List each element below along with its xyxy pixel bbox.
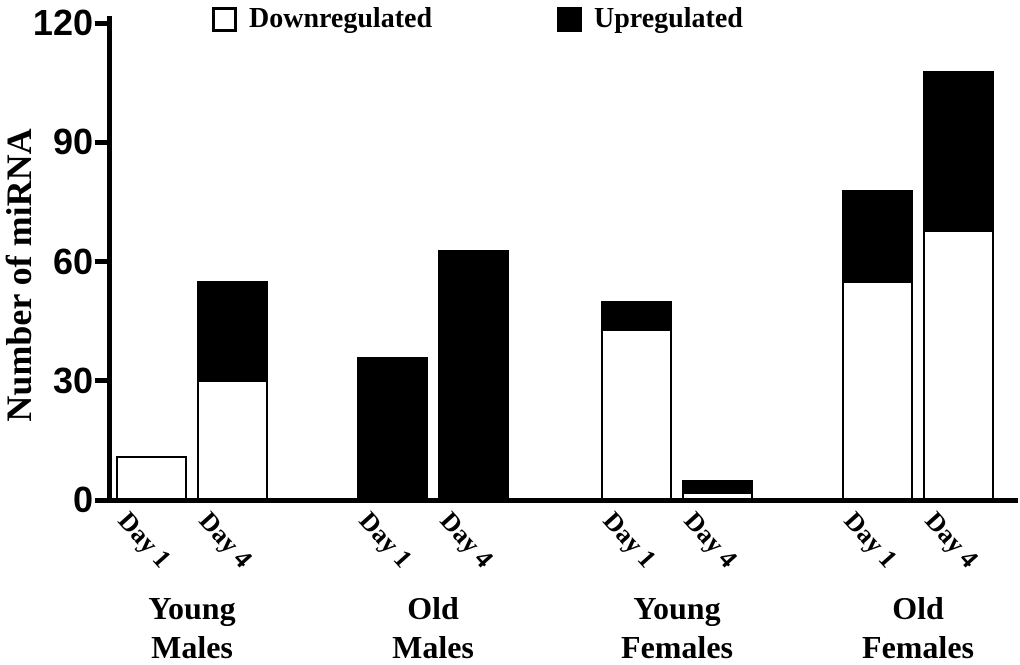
legend-label-downregulated: Downregulated [249, 3, 433, 34]
bar-young-males-day-4 [197, 281, 268, 500]
group-label-line: Young [633, 590, 721, 626]
bar-young-females-day-1 [601, 301, 672, 500]
y-tick-label-30: 30 [52, 359, 93, 401]
upregulated-swatch-icon [557, 6, 582, 32]
x-tick-label-young-males-day-4: Day 4 [193, 506, 259, 574]
bar-young-males-day-1 [116, 456, 187, 500]
upregulated-segment-young-females-day-4 [682, 480, 753, 494]
bar-young-females-day-4 [682, 480, 753, 500]
legend-label-upregulated: Upregulated [594, 3, 743, 34]
group-label-line: Young [148, 590, 236, 626]
bar-old-males-day-4 [438, 250, 509, 500]
bar-old-females-day-1 [842, 190, 913, 500]
downregulated-swatch-icon [212, 6, 237, 32]
y-tick-label-0: 0 [72, 479, 93, 520]
x-tick-label-young-females-day-1: Day 1 [597, 506, 663, 574]
y-axis-line [107, 16, 112, 503]
upregulated-segment-old-females-day-1 [842, 190, 913, 283]
legend-item-downregulated: Downregulated [212, 5, 432, 33]
x-tick-label-old-females-day-1: Day 1 [838, 506, 904, 574]
y-tick-label-60: 60 [52, 240, 93, 282]
y-tick-60 [95, 259, 108, 264]
y-tick-0 [95, 497, 108, 503]
bar-old-females-day-4 [923, 71, 994, 500]
upregulated-segment-young-males-day-4 [197, 281, 268, 382]
group-label-line: Males [151, 629, 233, 665]
y-tick-90 [95, 139, 108, 145]
x-tick-label-young-females-day-4: Day 4 [678, 506, 744, 574]
y-tick-label-90: 90 [52, 121, 93, 163]
group-label-old-males: Old Males [343, 589, 523, 665]
group-label-young-females: Young Females [587, 589, 767, 665]
group-label-line: Females [621, 629, 733, 665]
x-tick-label-young-males-day-1: Day 1 [112, 506, 178, 574]
upregulated-segment-old-females-day-4 [923, 71, 994, 232]
y-tick-120 [95, 20, 108, 26]
upregulated-segment-young-females-day-1 [601, 301, 672, 331]
legend-item-upregulated: Upregulated [557, 5, 743, 33]
group-label-young-males: Young Males [102, 589, 282, 665]
group-label-old-females: Old Females [828, 589, 1008, 665]
y-tick-label-120: 120 [32, 2, 93, 43]
x-tick-label-old-males-day-4: Day 4 [434, 506, 500, 574]
x-axis-line [105, 498, 1018, 503]
bar-old-males-day-1 [357, 357, 428, 500]
y-tick-30 [95, 378, 108, 384]
x-tick-label-old-males-day-1: Day 1 [353, 506, 419, 574]
group-label-line: Females [862, 629, 974, 665]
x-tick-label-old-females-day-4: Day 4 [919, 506, 985, 574]
group-label-line: Males [392, 629, 474, 665]
group-label-line: Old [407, 590, 459, 626]
group-label-line: Old [892, 590, 944, 626]
